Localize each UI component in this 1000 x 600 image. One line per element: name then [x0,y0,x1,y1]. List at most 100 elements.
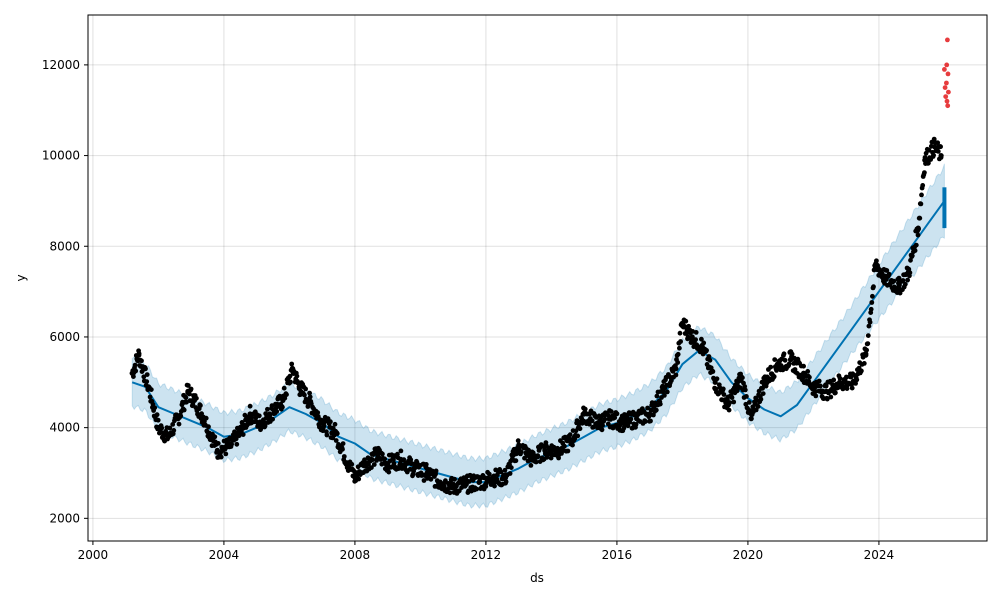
observed-point [873,261,879,267]
observed-point [529,456,535,462]
observed-point [141,374,147,380]
observed-point [452,476,457,482]
observed-point [849,385,855,391]
observed-point [424,470,430,476]
observed-point [146,384,152,390]
observed-point [568,438,574,444]
observed-point [386,469,392,475]
observed-point [679,320,686,326]
observed-point [600,423,605,428]
observed-point [562,443,567,449]
observed-point [653,407,659,413]
observed-point [891,278,897,284]
observed-point [837,379,843,385]
observed-point [281,385,287,391]
observed-point [324,432,330,438]
observed-point [328,419,333,425]
observed-point [333,438,339,443]
observed-point [912,248,918,254]
observed-point [782,357,788,363]
observed-point [608,409,614,414]
observed-point [919,192,924,198]
observed-point [871,284,876,290]
observed-point [807,374,812,380]
observed-point [612,415,618,421]
x-tick-label: 2012 [471,548,502,562]
observed-point [725,402,731,408]
observed-point [664,389,670,395]
observed-point [369,465,374,470]
observed-point [920,183,926,188]
observed-point [660,388,666,394]
observed-point [391,461,397,466]
observed-point [863,352,869,358]
observed-point [256,413,262,419]
observed-point [262,423,268,429]
observed-point [721,392,727,397]
observed-point [689,334,695,340]
observed-point [642,419,648,424]
observed-point [136,352,142,358]
x-tick-label: 2020 [733,548,764,562]
observed-point [805,369,811,374]
observed-point [738,375,745,381]
observed-point [905,270,912,277]
y-tick-label: 2000 [49,511,80,525]
observed-point [668,378,674,384]
observed-point [634,416,640,422]
observed-point [489,474,496,481]
observed-point [398,448,404,454]
outlier-points-layer [942,37,951,109]
observed-point [816,378,822,384]
observed-point [729,395,735,400]
observed-point [380,451,385,457]
observed-point [755,404,761,409]
observed-point [677,345,682,351]
observed-point [884,268,890,273]
observed-point [861,361,867,366]
observed-point [421,478,427,483]
observed-point [503,474,509,481]
outlier-point [942,85,948,90]
observed-point [823,388,830,394]
observed-point [535,453,541,459]
observed-point [833,390,838,396]
observed-point [155,417,161,423]
observed-point [726,407,732,413]
observed-point [917,215,923,221]
observed-point [633,422,639,427]
observed-point [498,469,504,475]
observed-point [731,399,737,405]
observed-point [768,364,774,370]
observed-point [896,275,902,281]
observed-point [824,396,830,402]
observed-point [868,306,874,312]
observed-point [915,225,921,231]
observed-point [185,383,191,388]
observed-point [675,351,681,357]
observed-point [607,416,614,422]
y-tick-label: 12000 [42,58,80,72]
observed-point [866,323,872,329]
observed-point [433,468,439,474]
observed-point [922,157,928,163]
observed-point [935,140,941,146]
outlier-point [944,80,949,86]
observed-point [581,411,587,417]
observed-point [865,341,871,346]
observed-point [267,411,273,417]
observed-point [287,373,293,379]
observed-point [678,339,683,344]
observed-point [518,449,524,455]
observed-point [614,411,620,417]
observed-point [218,454,224,460]
observed-point [170,422,176,427]
observed-point [813,393,819,399]
observed-point [760,391,766,396]
x-tick-label: 2000 [78,548,109,562]
outlier-point [945,103,951,109]
observed-point [926,147,932,153]
observed-point [280,397,286,403]
observed-point [257,420,263,426]
